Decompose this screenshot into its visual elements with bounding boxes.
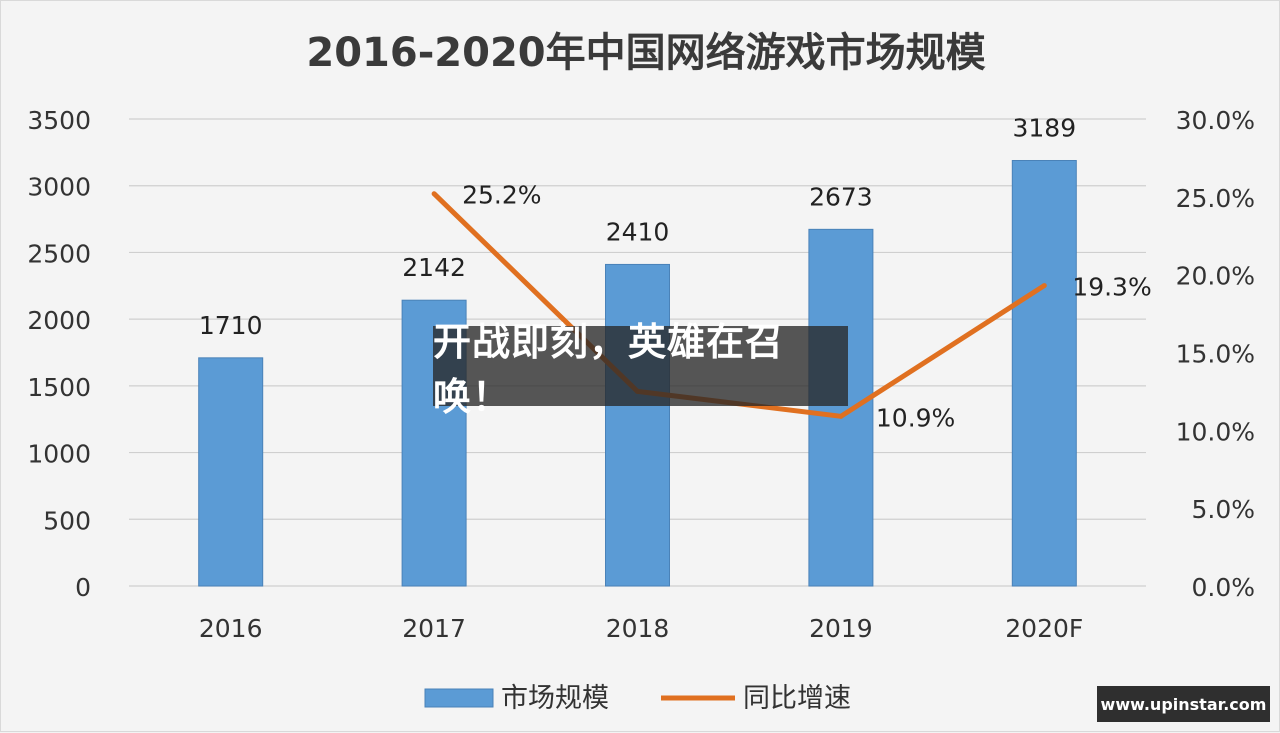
x-axis-ticks: 2016 2017 2018 2019 2020F <box>199 614 1083 643</box>
bar-value-label: 2673 <box>809 182 873 211</box>
overlay-banner: 开战即刻，英雄在召唤！ <box>433 320 848 419</box>
left-tick-label: 0 <box>75 573 91 602</box>
line-point <box>838 413 844 419</box>
left-tick-label: 500 <box>43 506 91 535</box>
right-tick-label: 10.0% <box>1176 417 1255 446</box>
bar-value-label: 2410 <box>606 217 670 246</box>
left-tick-label: 3500 <box>27 106 91 135</box>
right-axis-ticks: 0.0% 5.0% 10.0% 15.0% 20.0% 25.0% 30.0% <box>1176 106 1255 602</box>
right-tick-label: 20.0% <box>1176 262 1255 291</box>
chart-title: 2016-2020年中国网络游戏市场规模 <box>306 30 985 76</box>
right-tick-label: 15.0% <box>1176 340 1255 369</box>
bar <box>605 263 670 587</box>
line-point <box>1041 283 1047 289</box>
x-tick-label: 2018 <box>606 614 670 643</box>
left-tick-label: 1500 <box>27 373 91 402</box>
left-tick-label: 2500 <box>27 239 91 268</box>
bar <box>198 357 264 587</box>
right-tick-label: 0.0% <box>1191 573 1255 602</box>
bar-value-label: 3189 <box>1012 113 1076 142</box>
bar-value-label: 1710 <box>199 311 263 340</box>
legend-swatch-bar <box>424 688 494 708</box>
legend-label-line: 同比增速 <box>743 683 851 714</box>
right-tick-label: 30.0% <box>1176 106 1255 135</box>
x-tick-label: 2016 <box>199 614 263 643</box>
line-value-label: 19.3% <box>1072 273 1151 302</box>
line-value-label: 10.9% <box>876 403 955 432</box>
left-tick-label: 1000 <box>27 440 91 469</box>
x-tick-label: 2019 <box>809 614 873 643</box>
line-value-label: 25.2% <box>462 181 541 210</box>
left-tick-label: 3000 <box>27 173 91 202</box>
legend: 市场规模 同比增速 <box>424 683 851 714</box>
bar-value-label: 2142 <box>402 253 466 282</box>
bars-layer: 1710 2142 2410 2673 3189 <box>198 113 1077 587</box>
right-tick-label: 25.0% <box>1176 184 1255 213</box>
legend-label-bar: 市场规模 <box>501 683 609 714</box>
left-tick-label: 2000 <box>27 306 91 335</box>
x-tick-label: 2017 <box>402 614 466 643</box>
bar <box>1011 159 1077 587</box>
x-tick-label: 2020F <box>1005 614 1083 643</box>
watermark: www.upinstar.com <box>1097 686 1270 722</box>
left-axis-ticks: 0 500 1000 1500 2000 2500 3000 3500 <box>27 106 91 602</box>
right-tick-label: 5.0% <box>1191 495 1255 524</box>
line-point <box>431 191 437 197</box>
bar <box>808 228 874 587</box>
